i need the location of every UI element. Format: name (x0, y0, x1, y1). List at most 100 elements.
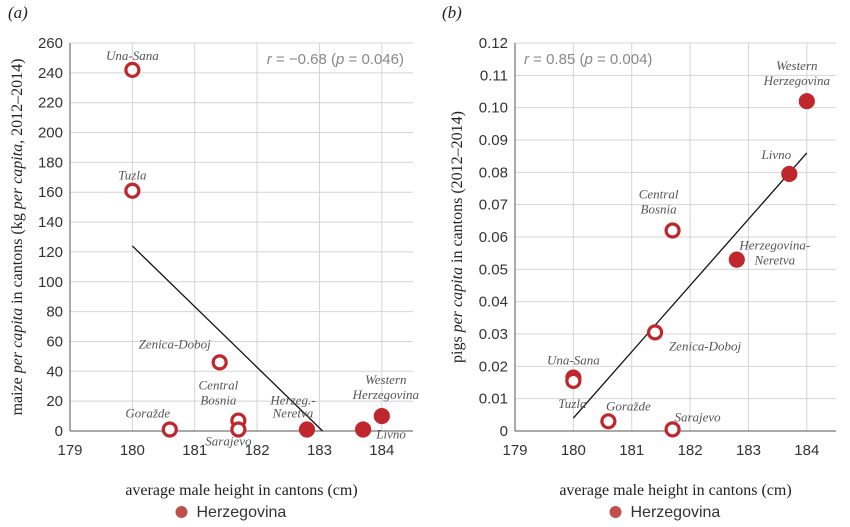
point-label: Zenica-Doboj (669, 338, 742, 353)
chart-panel-a: 0 20 40 60 80 100 120 140 160 180 200 220 240 260 179 1… (8, 3, 420, 521)
panel-label: (b) (442, 3, 462, 22)
y-tick-label: 220 (38, 95, 63, 112)
y-axis-title-part: maize (9, 373, 26, 415)
point-label: Bosnia (641, 202, 678, 217)
stat-part: p (583, 51, 592, 68)
x-tick-label: 184 (369, 442, 394, 459)
point-label: Una-Sana (106, 48, 159, 63)
point-label: Livno (760, 147, 791, 162)
y-tick-label: 0.04 (479, 294, 508, 311)
y-axis-title-part: per capita (9, 308, 26, 374)
y-tick-label: 0.06 (479, 229, 508, 246)
legend-marker (609, 506, 622, 518)
x-tick-label: 184 (794, 442, 819, 459)
y-tick-label: 260 (38, 35, 63, 52)
y-axis-title: maize per capita in cantons (kg per capi… (9, 59, 26, 416)
y-tick-label: 200 (38, 125, 63, 142)
x-tick-label: 179 (57, 442, 82, 459)
y-tick-label: 40 (46, 363, 63, 380)
y-tick-label: 0 (500, 423, 508, 440)
y-tick-label: 0.03 (479, 326, 508, 343)
y-axis-title-part: , 2012–2014) (9, 59, 26, 144)
point-label: Bosnia (200, 393, 237, 408)
x-axis-title: average male height in cantons (cm) (125, 482, 357, 499)
point-label: Herzeg.- (269, 393, 315, 408)
point-label: Tuzla (558, 396, 587, 411)
x-tick-label: 181 (182, 442, 207, 459)
y-tick-label: 0.08 (479, 164, 508, 181)
y-tick-label: 20 (46, 393, 63, 410)
y-tick-label: 160 (38, 184, 63, 201)
y-tick-label: 0 (55, 423, 63, 440)
point-label: Sarajevo (205, 434, 252, 449)
data-point (565, 372, 582, 389)
legend-label: Herzegovina (197, 504, 287, 521)
point-label: Goražde (125, 406, 170, 421)
legend-marker (175, 506, 188, 518)
y-axis-title: pigs per capita in cantons (2012–2014) (449, 111, 466, 363)
data-point (600, 413, 617, 430)
y-axis-title-part: in cantons (kg (9, 209, 26, 308)
stat-part: = 0.046) (344, 51, 404, 68)
legend-label: Herzegovina (631, 504, 721, 521)
y-tick-label: 120 (38, 244, 63, 261)
point-label: Herzegovina- (738, 238, 810, 253)
point-label: Livno (375, 427, 406, 442)
data-point (161, 421, 178, 438)
point-label: Goražde (606, 398, 651, 413)
x-tick-label: 180 (120, 442, 145, 459)
y-axis-title-part: in cantons (2012–2014) (449, 111, 466, 267)
y-axis-title-part: per capita (9, 144, 26, 210)
point-label: Sarajevo (674, 409, 721, 424)
y-tick-label: 0.01 (479, 391, 508, 408)
y-tick-label: 0.05 (479, 261, 508, 278)
data-point (664, 222, 681, 239)
data-point (230, 421, 247, 438)
correlation-statistic: r = −0.68 (p = 0.046) (267, 51, 404, 68)
x-tick-label: 183 (736, 442, 761, 459)
point-label: Central (199, 378, 239, 393)
stat-part: = 0.004) (593, 51, 653, 68)
y-tick-label: 0.09 (479, 132, 508, 149)
data-point (646, 324, 664, 341)
x-tick-label: 181 (619, 442, 644, 459)
y-tick-label: 0.12 (479, 35, 508, 52)
data-point (781, 165, 798, 183)
data-point (798, 93, 815, 110)
y-tick-label: 0.10 (479, 100, 508, 117)
y-tick-label: 240 (38, 65, 63, 82)
y-tick-label: 0.11 (480, 67, 508, 84)
trend-line (131, 245, 324, 432)
correlation-statistic: r = 0.85 (p = 0.004) (524, 51, 652, 68)
data-point (355, 421, 372, 438)
y-tick-label: 0.07 (479, 197, 508, 214)
y-axis-title-part: pigs (449, 332, 466, 363)
point-label: Neretva (753, 253, 795, 268)
y-tick-label: 60 (46, 333, 63, 350)
point-label: Zenica-Doboj (139, 336, 212, 351)
point-label: Central (639, 187, 679, 202)
data-point (124, 182, 141, 199)
point-label: Western (365, 372, 406, 387)
point-label: Western (776, 58, 817, 73)
x-tick-label: 183 (307, 442, 332, 459)
y-axis-title-part: per capita (449, 267, 466, 333)
x-tick-label: 182 (678, 442, 703, 459)
data-point (664, 421, 681, 438)
data-point (373, 407, 390, 425)
data-point (211, 354, 228, 371)
stat-part: r (524, 51, 530, 68)
y-tick-label: 140 (38, 214, 63, 231)
data-point (298, 421, 316, 438)
stat-part: p (335, 51, 344, 68)
chart-panel-b: 0 0.01 0.02 0.03 0.04 0.05 0.06 0.07 0.08 0.09 0.1… (442, 3, 836, 521)
point-label: Tuzla (118, 168, 147, 183)
y-tick-label: 100 (38, 274, 63, 291)
point-label: Herzegovina (352, 387, 420, 402)
point-label: Neretva (272, 406, 314, 421)
x-axis-title: average male height in cantons (cm) (559, 482, 791, 499)
y-tick-label: 80 (46, 304, 63, 321)
point-label: Herzegovina (763, 73, 831, 88)
y-tick-label: 180 (38, 154, 63, 171)
